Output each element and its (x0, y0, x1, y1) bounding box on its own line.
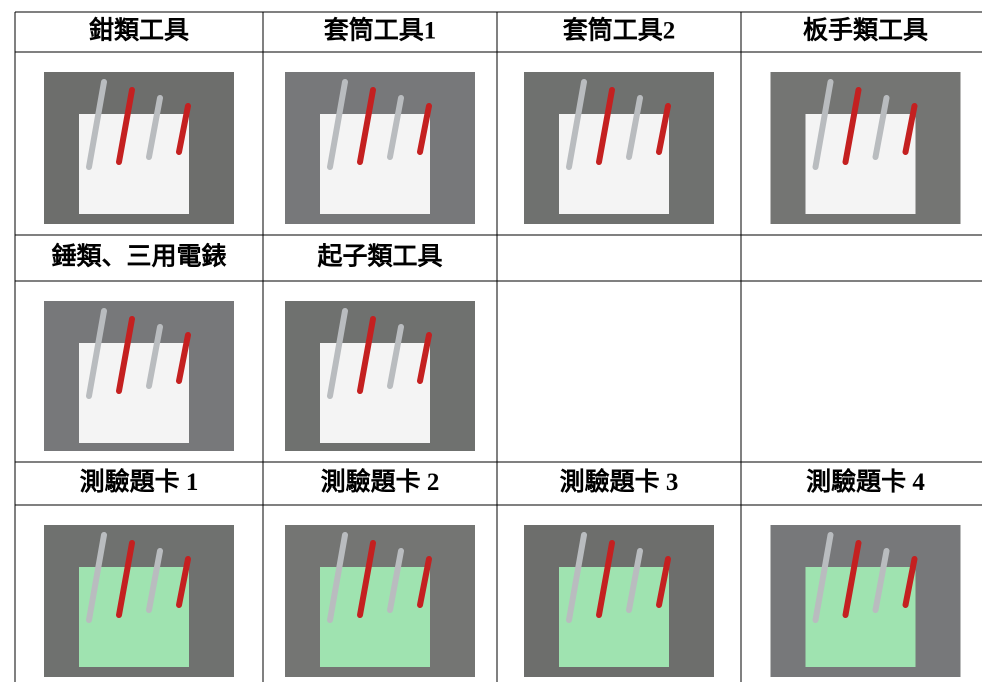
tool-photo (285, 72, 475, 224)
tool-photo (285, 301, 475, 451)
tool-photo (524, 525, 714, 677)
cell-heading: 套筒工具1 (323, 16, 437, 45)
photo-tool (566, 532, 587, 623)
photo-tool (176, 556, 191, 608)
photo-tool (626, 548, 643, 613)
photo-tool (116, 316, 135, 394)
photo-tool (357, 87, 376, 165)
cell-heading: 錘類、三用電錶 (51, 242, 226, 271)
cell-heading: 板手類工具 (803, 17, 928, 45)
photo-tool (176, 332, 191, 384)
photo-tool (417, 556, 432, 608)
cell-heading: 套筒工具2 (562, 16, 676, 45)
photo-tool (872, 548, 890, 613)
photo-tool (116, 87, 135, 165)
photo-tool (146, 548, 163, 613)
photo-tool (357, 316, 376, 394)
photo-tool (86, 308, 107, 399)
tool-photo (285, 525, 475, 677)
photo-tool (596, 87, 615, 165)
cell-heading: 鉗類工具 (89, 16, 189, 45)
cell-heading: 測驗題卡 2 (321, 467, 440, 496)
photo-tool (116, 540, 135, 618)
tool-photo (44, 525, 234, 677)
photo-tool (417, 332, 432, 384)
tool-photo (770, 72, 961, 224)
photo-tool (327, 79, 348, 170)
photo-tool (327, 532, 348, 623)
photo-tool (146, 324, 163, 389)
photo-tool (872, 95, 890, 160)
cell-heading: 測驗題卡 1 (80, 467, 199, 496)
tool-photo (524, 72, 714, 224)
photo-tool (656, 556, 671, 608)
photo-tool (387, 95, 404, 160)
photo-tool (387, 548, 404, 613)
photo-tool (842, 87, 862, 165)
tool-photo (44, 72, 234, 224)
photo-tool (357, 540, 376, 618)
photo-tool (566, 79, 587, 170)
photo-tool (902, 103, 918, 155)
cell-heading: 測驗題卡 4 (806, 467, 925, 496)
photo-tool (86, 79, 107, 170)
tool-photo (44, 301, 234, 451)
photo-tool (86, 532, 107, 623)
photo-tool (327, 308, 348, 399)
photo-tool (842, 540, 862, 618)
photo-tool (387, 324, 404, 389)
cell-heading: 測驗題卡 3 (560, 467, 679, 496)
photo-tool (812, 79, 834, 170)
photo-tool (146, 95, 163, 160)
photo-tool (596, 540, 615, 618)
cell-heading: 起子類工具 (317, 243, 442, 271)
photo-tool (626, 95, 643, 160)
photo-tool (417, 103, 432, 155)
photo-tool (812, 532, 834, 623)
tool-photo (770, 525, 961, 677)
photo-tool (902, 556, 918, 608)
photo-tool (656, 103, 671, 155)
photo-tool (176, 103, 191, 155)
